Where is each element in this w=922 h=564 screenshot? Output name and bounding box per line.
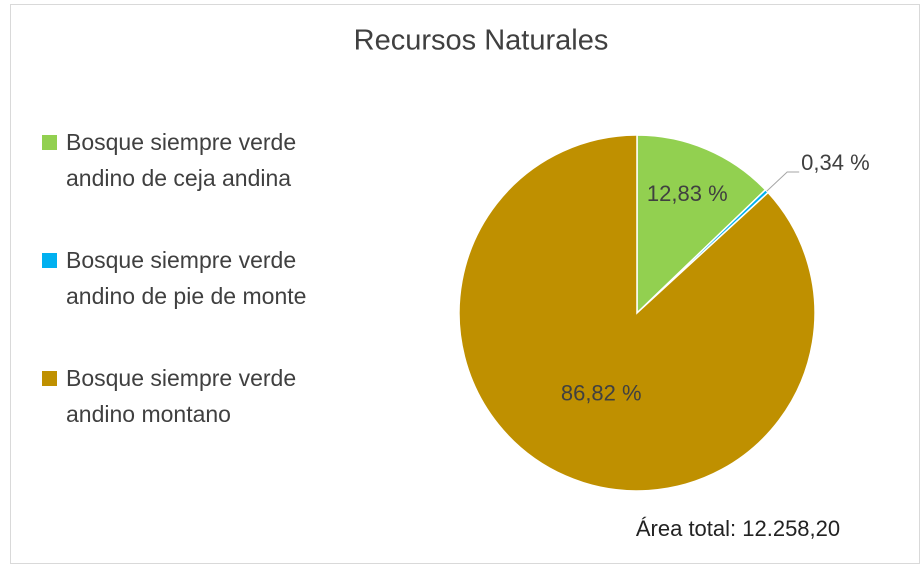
legend-item: Bosque siempre verde andino de ceja andi… [42, 124, 372, 242]
legend-label: Bosque siempre verde andino de ceja andi… [66, 129, 297, 191]
chart-title: Recursos Naturales [354, 25, 609, 57]
pie-slice [636, 134, 767, 315]
page: Recursos Naturales Área total: 12.258,20… [10, 4, 920, 564]
data-label: 86,82 % [561, 380, 642, 405]
legend-item: Bosque siempre verde andino de pie de mo… [42, 242, 372, 360]
legend: Bosque siempre verde andino de ceja andi… [42, 124, 372, 478]
data-label: 12,83 % [647, 181, 728, 206]
legend-label: Bosque siempre verde andino montano [66, 365, 297, 427]
chart: Recursos Naturales Área total: 12.258,20… [354, 25, 870, 541]
leader-line [766, 171, 800, 192]
data-label: 0,34 % [801, 150, 870, 175]
annotation: Área total: 12.258,20 [636, 516, 840, 541]
legend-swatch [42, 253, 57, 268]
legend-swatch [42, 371, 57, 386]
legend-item: Bosque siempre verde andino montano [42, 360, 372, 478]
pie-slice [458, 134, 816, 492]
legend-swatch [42, 135, 57, 150]
legend-label: Bosque siempre verde andino de pie de mo… [66, 247, 307, 309]
